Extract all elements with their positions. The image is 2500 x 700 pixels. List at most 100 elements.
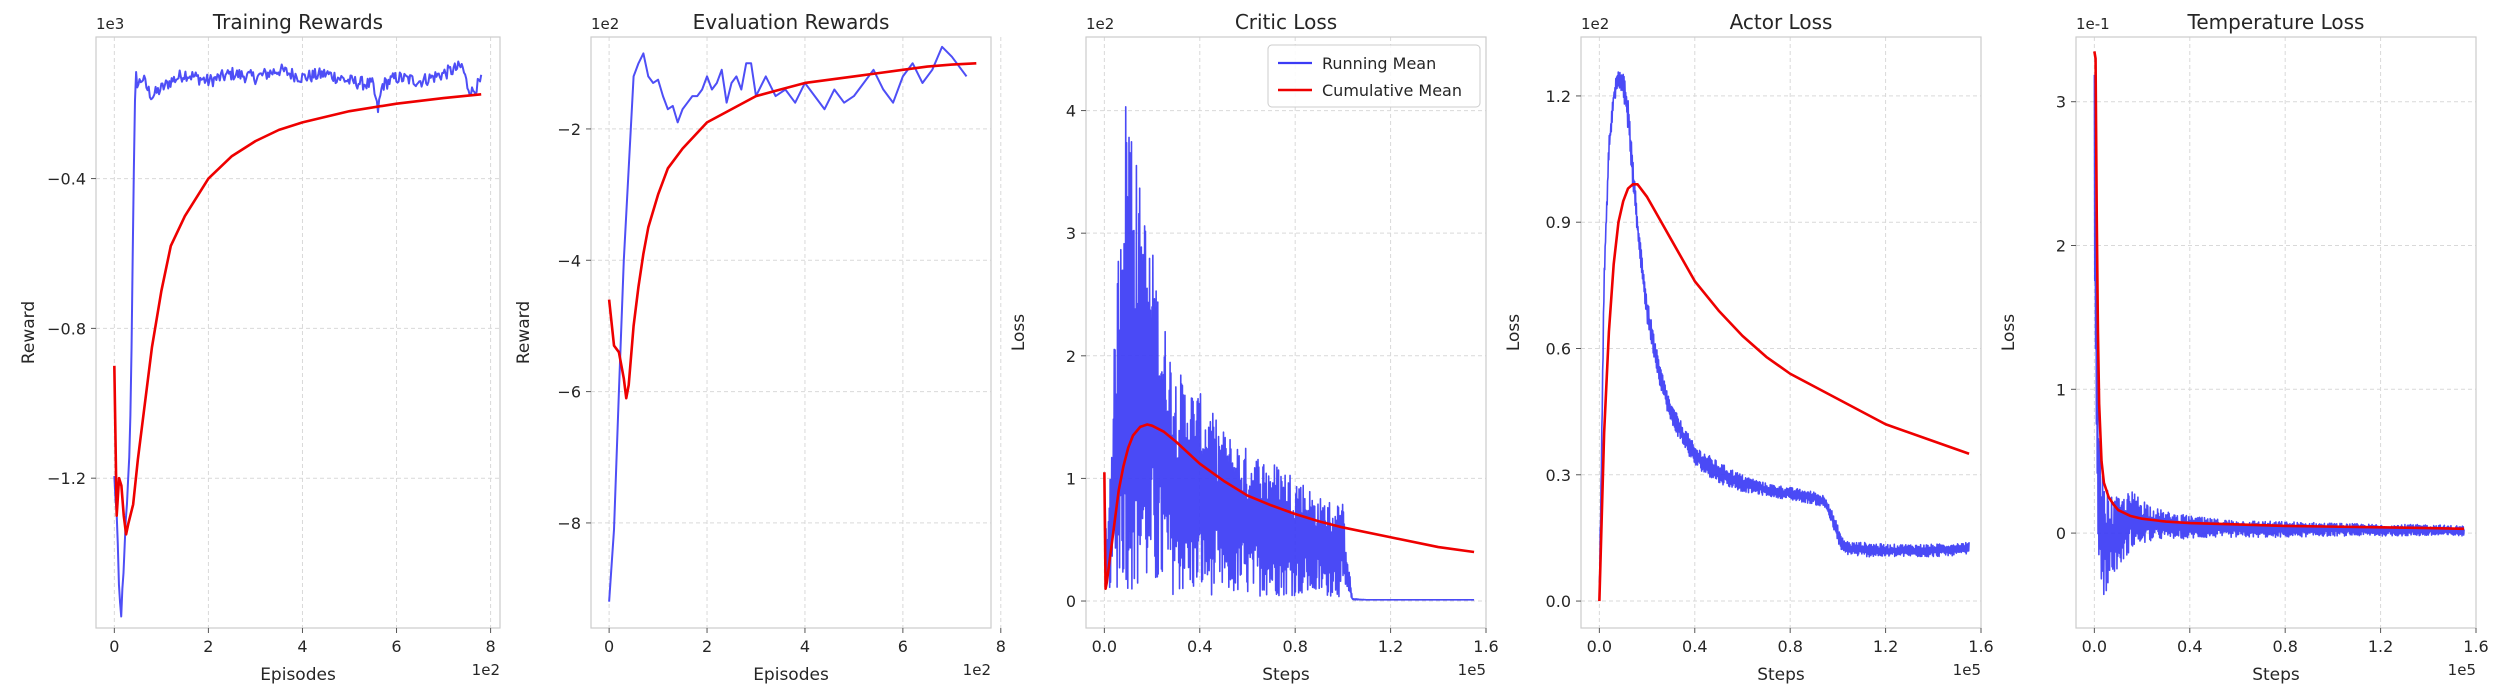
x-tick-label: 1.2: [2368, 637, 2393, 656]
axes-frame: [1580, 36, 1982, 629]
x-tick-label: 8: [485, 637, 495, 656]
y-axis-label: Loss: [1009, 314, 1029, 351]
legend-box: [1267, 44, 1481, 108]
y-multiplier-label: 1e2: [591, 15, 619, 33]
x-multiplier-label: 1e5: [2448, 661, 2476, 679]
x-axis-label: Steps: [1262, 665, 1310, 685]
y-tick-label: 1.2: [1546, 87, 1571, 106]
chart-title: Evaluation Rewards: [693, 10, 890, 34]
y-tick-label: 2: [1066, 347, 1076, 366]
x-tick-label: 0.4: [2177, 637, 2202, 656]
y-tick-label: 0: [1066, 592, 1076, 611]
y-tick-label: 0.9: [1546, 213, 1571, 232]
x-tick-label: 2: [203, 637, 213, 656]
x-tick-label: 0: [109, 637, 119, 656]
x-tick-label: 0.4: [1187, 637, 1212, 656]
chart-2: 0.0 0.4 0.8 1.2 1.6 0 1 2 3 4 1e2 1e5 Critic Loss Ste…: [1009, 10, 1499, 685]
x-axis-label: Episodes: [753, 665, 829, 685]
x-tick-label: 0.0: [1587, 637, 1612, 656]
plot-series: [1598, 71, 1970, 602]
y-tick-label: −1.2: [47, 469, 86, 488]
x-tick-label: 1.6: [2463, 637, 2488, 656]
axes-frame: [1085, 36, 1487, 629]
x-tick-label: 0.8: [1777, 637, 1802, 656]
y-tick-label: 3: [1066, 224, 1076, 243]
x-multiplier-label: 1e2: [963, 661, 991, 679]
x-axis-label: Steps: [2252, 665, 2300, 685]
plot-area: [591, 37, 991, 628]
x-tick-label: 1.6: [1968, 637, 1993, 656]
cumulative-mean-line: [113, 93, 482, 536]
x-tick-label: 6: [391, 637, 401, 656]
y-multiplier-label: 1e2: [1581, 15, 1609, 33]
y-tick-label: 1: [2056, 380, 2066, 399]
y-multiplier-label: 1e3: [96, 15, 124, 33]
cumulative-mean-line: [2093, 51, 2465, 531]
cumulative-mean-line: [1598, 183, 1970, 602]
y-tick-label: −6: [557, 383, 581, 402]
running-mean-line: [608, 45, 968, 602]
plot-series: [1103, 106, 1475, 601]
chart-title: Temperature Loss: [2187, 10, 2365, 34]
x-tick-label: 0: [604, 637, 614, 656]
x-axis-label: Steps: [1757, 665, 1805, 685]
x-tick-label: 0.8: [1282, 637, 1307, 656]
y-tick-label: 1: [1066, 469, 1076, 488]
running-mean-line: [1598, 71, 1970, 583]
axes-frame: [2075, 36, 2477, 629]
x-multiplier-label: 1e2: [472, 661, 500, 679]
x-tick-label: 4: [800, 637, 810, 656]
chart-title: Critic Loss: [1235, 10, 1337, 34]
y-tick-label: 3: [2056, 93, 2066, 112]
y-multiplier-label: 1e-1: [2076, 15, 2110, 33]
x-tick-label: 1.6: [1473, 637, 1498, 656]
cumulative-mean-line: [1103, 423, 1475, 591]
x-multiplier-label: 1e5: [1458, 661, 1486, 679]
running-mean-line: [113, 60, 483, 618]
y-tick-label: 2: [2056, 237, 2066, 256]
running-mean-line: [1103, 106, 1475, 601]
plot-series: [113, 60, 483, 618]
y-axis-label: Reward: [514, 301, 534, 364]
legend-label: Cumulative Mean: [1322, 81, 1462, 100]
y-tick-label: −0.4: [47, 170, 86, 189]
plot-area: [96, 37, 500, 628]
y-tick-label: −4: [557, 251, 581, 270]
y-tick-label: 0.3: [1546, 466, 1571, 485]
y-tick-label: 4: [1066, 102, 1076, 121]
y-tick-label: −0.8: [47, 319, 86, 338]
x-tick-label: 6: [898, 637, 908, 656]
legend-label: Running Mean: [1322, 54, 1436, 73]
plot-series: [607, 45, 977, 602]
x-tick-label: 2: [702, 637, 712, 656]
axes-frame: [95, 36, 501, 629]
y-tick-label: 0.6: [1546, 339, 1571, 358]
x-tick-label: 0.4: [1682, 637, 1707, 656]
legend: Running Mean Cumulative Mean: [1267, 44, 1481, 108]
x-axis-label: Episodes: [260, 665, 336, 685]
x-tick-label: 8: [996, 637, 1006, 656]
y-multiplier-label: 1e2: [1086, 15, 1114, 33]
axes-frame: [590, 36, 992, 629]
x-tick-label: 0.0: [2082, 637, 2107, 656]
plot-series: [2093, 51, 2465, 596]
plot-area: [1581, 37, 1981, 628]
y-axis-label: Reward: [19, 301, 39, 364]
x-tick-label: 1.2: [1873, 637, 1898, 656]
chart-3: 0.0 0.4 0.8 1.2 1.6 0.0 0.3 0.6 0.9 1.2 1e2 1e5 Acto…: [1504, 10, 1994, 685]
chart-title: Actor Loss: [1730, 10, 1833, 34]
x-multiplier-label: 1e5: [1953, 661, 1981, 679]
y-axis-label: Loss: [1999, 314, 2019, 351]
cumulative-mean-line: [607, 61, 977, 400]
x-tick-label: 1.2: [1378, 637, 1403, 656]
y-tick-label: −2: [557, 120, 581, 139]
chart-1: 0 2 4 6 8 −8 −6 −4 −2 1e2 1e2 Evaluation Rewards Epi…: [514, 10, 1006, 685]
y-axis-label: Loss: [1504, 314, 1524, 351]
x-tick-label: 0.8: [2272, 637, 2297, 656]
y-tick-label: −8: [557, 514, 581, 533]
chart-4: 0.0 0.4 0.8 1.2 1.6 0 1 2 3 1e-1 1e5 Temperature Lo…: [1999, 10, 2489, 685]
plot-area: [2076, 37, 2476, 628]
chart-title: Training Rewards: [212, 10, 383, 34]
chart-0: 0 2 4 6 8 −1.2 −0.8 −0.4 1e3 1e2 Training Rewards E…: [19, 10, 501, 685]
x-tick-label: 0.0: [1092, 637, 1117, 656]
